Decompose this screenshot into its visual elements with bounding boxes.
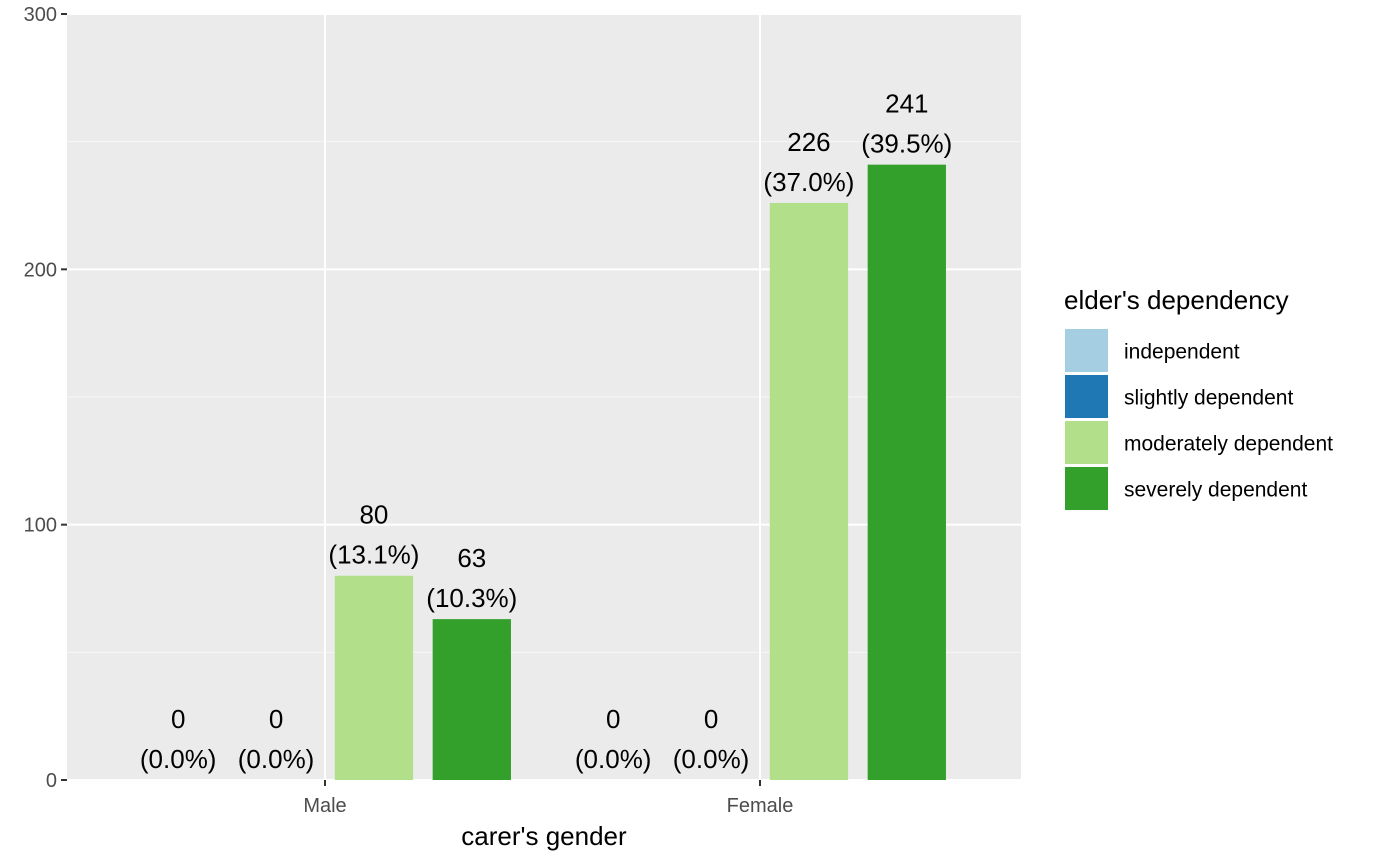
- y-tick-label: 0: [46, 770, 57, 792]
- data-label-percent: (10.3%): [426, 583, 517, 613]
- data-label-count: 0: [269, 704, 283, 734]
- y-axis: 0 100 200 300: [24, 4, 67, 792]
- y-tick-label: 300: [24, 4, 57, 26]
- data-label-count: 80: [359, 500, 388, 530]
- data-label-percent: (39.5%): [861, 129, 952, 159]
- data-label-count: 241: [885, 89, 928, 119]
- data-labels: 0 (0.0%) 0 (0.0%) 80 (13.1%) 63 (10.3%) 0 (0.0%) 0…: [140, 89, 952, 774]
- legend: elder's dependency independent slightly d…: [1064, 285, 1333, 510]
- bar: [867, 164, 946, 780]
- data-label-percent: (0.0%): [575, 744, 652, 774]
- bars: [334, 164, 946, 781]
- x-axis: Male Female: [303, 780, 793, 817]
- legend-key: [1065, 467, 1108, 510]
- data-label-percent: (0.0%): [140, 744, 217, 774]
- x-axis-title: carer's gender: [461, 821, 627, 851]
- major-gridlines: [67, 13, 1021, 781]
- x-tick-label: Female: [727, 795, 794, 817]
- minor-gridlines: [67, 141, 1021, 653]
- y-tick-label: 100: [24, 515, 57, 537]
- legend-label: independent: [1124, 341, 1240, 364]
- data-label-percent: (0.0%): [673, 744, 750, 774]
- x-tick-label: Male: [303, 795, 346, 817]
- legend-label: slightly dependent: [1124, 387, 1293, 410]
- bar: [769, 202, 849, 781]
- data-label-percent: (0.0%): [238, 744, 315, 774]
- data-label-count: 63: [457, 543, 486, 573]
- legend-key: [1065, 421, 1108, 464]
- legend-label: moderately dependent: [1124, 433, 1333, 456]
- legend-label: severely dependent: [1124, 479, 1307, 502]
- data-label-count: 226: [787, 127, 830, 157]
- data-label-count: 0: [606, 704, 620, 734]
- legend-title: elder's dependency: [1064, 285, 1289, 315]
- data-label-count: 0: [171, 704, 185, 734]
- legend-key: [1065, 329, 1108, 372]
- data-label-count: 0: [704, 704, 718, 734]
- bar: [334, 575, 414, 780]
- y-tick-label: 200: [24, 259, 57, 281]
- bar: [432, 619, 511, 780]
- data-label-percent: (37.0%): [763, 167, 854, 197]
- legend-key: [1065, 375, 1108, 418]
- data-label-percent: (13.1%): [328, 540, 419, 570]
